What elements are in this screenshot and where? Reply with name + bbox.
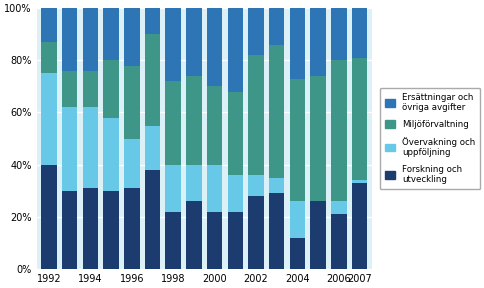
Bar [289, 8, 304, 79]
Bar [331, 60, 346, 201]
Bar [206, 8, 222, 86]
Bar [103, 191, 119, 269]
Bar [144, 170, 160, 269]
Bar [41, 73, 57, 165]
Bar [124, 188, 139, 269]
Bar [289, 238, 304, 269]
Bar [165, 212, 181, 269]
Bar [82, 71, 98, 107]
Bar [289, 201, 304, 238]
Legend: Ersättningar och
övriga avgifter, Miljöförvaltning, Övervakning och
uppföljning,: Ersättningar och övriga avgifter, Miljöf… [379, 88, 480, 190]
Bar [227, 212, 242, 269]
Bar [62, 71, 77, 107]
Bar [82, 8, 98, 71]
Bar [124, 139, 139, 188]
Bar [186, 201, 201, 269]
Bar [310, 8, 325, 76]
Bar [82, 188, 98, 269]
Bar [248, 196, 263, 269]
Bar [331, 214, 346, 269]
Bar [103, 118, 119, 191]
Bar [144, 34, 160, 126]
Bar [165, 165, 181, 212]
Bar [82, 107, 98, 188]
Bar [62, 8, 77, 71]
Bar [248, 175, 263, 196]
Bar [41, 42, 57, 73]
Bar [206, 165, 222, 212]
Bar [269, 193, 284, 269]
Bar [62, 191, 77, 269]
Bar [186, 76, 201, 165]
Bar [310, 76, 325, 201]
Bar [41, 8, 57, 42]
Bar [227, 8, 242, 92]
Bar [103, 8, 119, 60]
Bar [310, 201, 325, 269]
Bar [124, 8, 139, 66]
Bar [186, 165, 201, 201]
Bar [41, 165, 57, 269]
Bar [351, 8, 366, 58]
Bar [248, 8, 263, 55]
Bar [103, 60, 119, 118]
Bar [269, 8, 284, 45]
Bar [227, 92, 242, 175]
Bar [331, 201, 346, 214]
Bar [206, 212, 222, 269]
Bar [351, 183, 366, 269]
Bar [124, 66, 139, 139]
Bar [331, 8, 346, 60]
Bar [248, 55, 263, 175]
Bar [289, 79, 304, 201]
Bar [165, 81, 181, 165]
Bar [351, 180, 366, 183]
Bar [269, 178, 284, 193]
Bar [62, 107, 77, 191]
Bar [227, 175, 242, 212]
Bar [165, 8, 181, 81]
Bar [186, 8, 201, 76]
Bar [206, 86, 222, 165]
Bar [351, 58, 366, 180]
Bar [144, 126, 160, 170]
Bar [269, 45, 284, 178]
Bar [144, 8, 160, 34]
